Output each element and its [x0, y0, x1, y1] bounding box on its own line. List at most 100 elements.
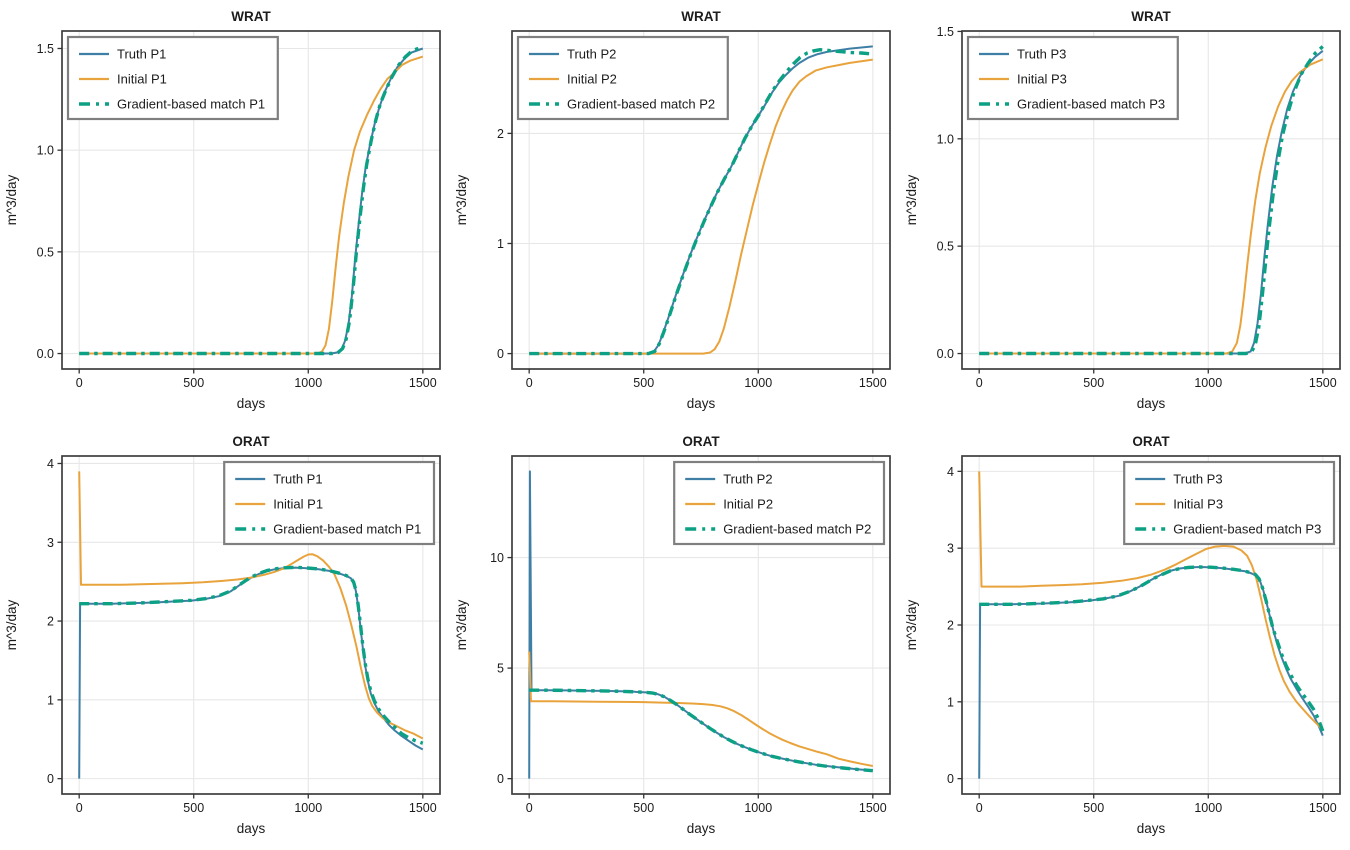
legend-entry: Truth P1 — [79, 47, 166, 62]
legend-label: Gradient-based match P1 — [117, 97, 265, 112]
x-axis-label: days — [237, 821, 266, 836]
series-line-initial — [978, 471, 1324, 731]
y-axis-label: m^3/day — [904, 599, 919, 650]
x-tick-label: 0 — [76, 801, 83, 815]
series-line-initial — [529, 58, 873, 355]
legend-entry: Truth P2 — [685, 472, 773, 487]
y-tick-label: 3 — [47, 536, 54, 550]
y-tick-label: 2 — [47, 615, 54, 629]
chart-title: ORAT — [1132, 434, 1170, 449]
legend-entry: Initial P2 — [529, 72, 617, 87]
y-tick-label: 1.0 — [37, 144, 54, 158]
x-tick-label: 1500 — [409, 801, 437, 815]
legend-label: Gradient-based match P2 — [567, 97, 715, 112]
x-tick-label: 1000 — [294, 376, 322, 390]
y-tick-label: 0.0 — [37, 347, 54, 361]
x-axis-label: days — [687, 821, 716, 836]
chart-wrat-p3: 0 500 1000 1500 0.0 0.5 1.0 1.5 WRAT days m^3/day T… — [900, 0, 1350, 425]
x-tick-label: 0 — [526, 376, 533, 390]
y-axis-ticks: 0 5 10 — [490, 551, 512, 786]
axes-frame — [511, 455, 891, 795]
legend: Truth P3 Initial P3 Gradient-based match P… — [966, 35, 1179, 121]
x-tick-label: 0 — [76, 376, 83, 390]
y-tick-label: 0.5 — [937, 240, 954, 254]
legend-entry: Initial P2 — [685, 497, 773, 512]
chart-title: WRAT — [231, 9, 271, 24]
y-tick-label: 1.5 — [37, 42, 54, 56]
legend-entry: Gradient-based match P1 — [79, 97, 265, 112]
x-tick-label: 1000 — [294, 801, 322, 815]
x-axis-ticks: 0 500 1000 1500 — [976, 794, 1337, 815]
x-tick-label: 1500 — [859, 801, 887, 815]
x-tick-label: 0 — [976, 376, 983, 390]
x-tick-label: 1500 — [1309, 376, 1337, 390]
y-axis-label: m^3/day — [454, 599, 469, 650]
legend-entry: Gradient-based match P2 — [529, 97, 715, 112]
y-axis-ticks: 0.0 0.5 1.0 1.5 — [937, 25, 962, 361]
x-tick-label: 500 — [633, 376, 654, 390]
legend-entry: Initial P3 — [1135, 497, 1223, 512]
y-tick-label: 0 — [497, 347, 504, 361]
series-line-gradient — [979, 45, 1324, 356]
series-line-gradient — [79, 44, 424, 356]
x-tick-label: 1000 — [744, 376, 772, 390]
series-line-initial — [528, 651, 873, 767]
legend-label: Gradient-based match P2 — [723, 522, 871, 537]
x-tick-label: 500 — [183, 376, 204, 390]
y-tick-label: 1 — [497, 237, 504, 251]
axes-frame — [61, 455, 441, 795]
legend-label: Truth P3 — [1173, 472, 1222, 487]
x-axis-ticks: 0 500 1000 1500 — [976, 369, 1337, 390]
series-line-gradient — [979, 565, 1325, 732]
series-line-truth — [529, 45, 873, 355]
legend-entry: Initial P1 — [235, 497, 323, 512]
legend: Truth P2 Initial P2 Gradient-based match P… — [516, 35, 729, 121]
x-axis-label: days — [237, 396, 266, 411]
x-tick-label: 500 — [1083, 376, 1104, 390]
axes-frame — [961, 30, 1341, 370]
y-axis-label: m^3/day — [4, 174, 19, 225]
legend-entry: Truth P3 — [1135, 472, 1223, 487]
y-tick-label: 2 — [947, 619, 954, 633]
legend-entry: Truth P1 — [235, 472, 323, 487]
legend-entry: Truth P3 — [979, 47, 1066, 62]
legend-label: Truth P2 — [723, 472, 772, 487]
legend: Truth P2 Initial P2 Gradient-based match P… — [673, 460, 886, 546]
chart-wrat-p1: 0 500 1000 1500 0.0 0.5 1.0 1.5 WRAT days m^3/day T… — [0, 0, 450, 425]
chart-wrat-p2: 0 500 1000 1500 0 1 2 WRAT days m^3/day Truth P2 In… — [450, 0, 900, 425]
x-axis-label: days — [687, 396, 716, 411]
y-tick-label: 1.5 — [937, 25, 954, 39]
axes-frame — [61, 30, 441, 370]
x-tick-label: 1000 — [1194, 801, 1222, 815]
x-tick-label: 500 — [183, 801, 204, 815]
x-axis-ticks: 0 500 1000 1500 — [526, 794, 887, 815]
series-line-gradient — [529, 688, 873, 773]
y-tick-label: 3 — [947, 542, 954, 556]
chart-title: WRAT — [681, 9, 721, 24]
chart-orat-p1: 0 500 1000 1500 0 1 2 3 4 ORAT days m^3/day Truth P1… — [0, 425, 450, 850]
x-tick-label: 1000 — [1194, 376, 1222, 390]
legend-label: Truth P2 — [567, 47, 616, 62]
legend-entry: Truth P2 — [529, 47, 616, 62]
x-tick-label: 1500 — [1309, 801, 1337, 815]
x-axis-label: days — [1137, 821, 1166, 836]
x-tick-label: 0 — [976, 801, 983, 815]
legend-entry: Gradient-based match P1 — [235, 522, 421, 537]
legend-label: Gradient-based match P1 — [273, 522, 421, 537]
x-tick-label: 0 — [526, 801, 533, 815]
legend-entry: Initial P3 — [979, 72, 1067, 87]
chart-title: ORAT — [682, 434, 720, 449]
x-tick-label: 1500 — [409, 376, 437, 390]
series-line-truth — [978, 566, 1324, 779]
legend-label: Initial P2 — [567, 72, 617, 87]
y-axis-ticks: 0 1 2 3 4 — [47, 457, 62, 786]
chart-orat-p3: 0 500 1000 1500 0 1 2 3 4 ORAT days m^3/day Truth P3… — [900, 425, 1350, 850]
x-tick-label: 1000 — [744, 801, 772, 815]
y-tick-label: 4 — [47, 457, 54, 471]
legend-label: Truth P1 — [273, 472, 322, 487]
y-tick-label: 0 — [497, 772, 504, 786]
y-tick-label: 4 — [947, 465, 954, 479]
legend-entry: Gradient-based match P3 — [1135, 522, 1321, 537]
x-tick-label: 500 — [633, 801, 654, 815]
